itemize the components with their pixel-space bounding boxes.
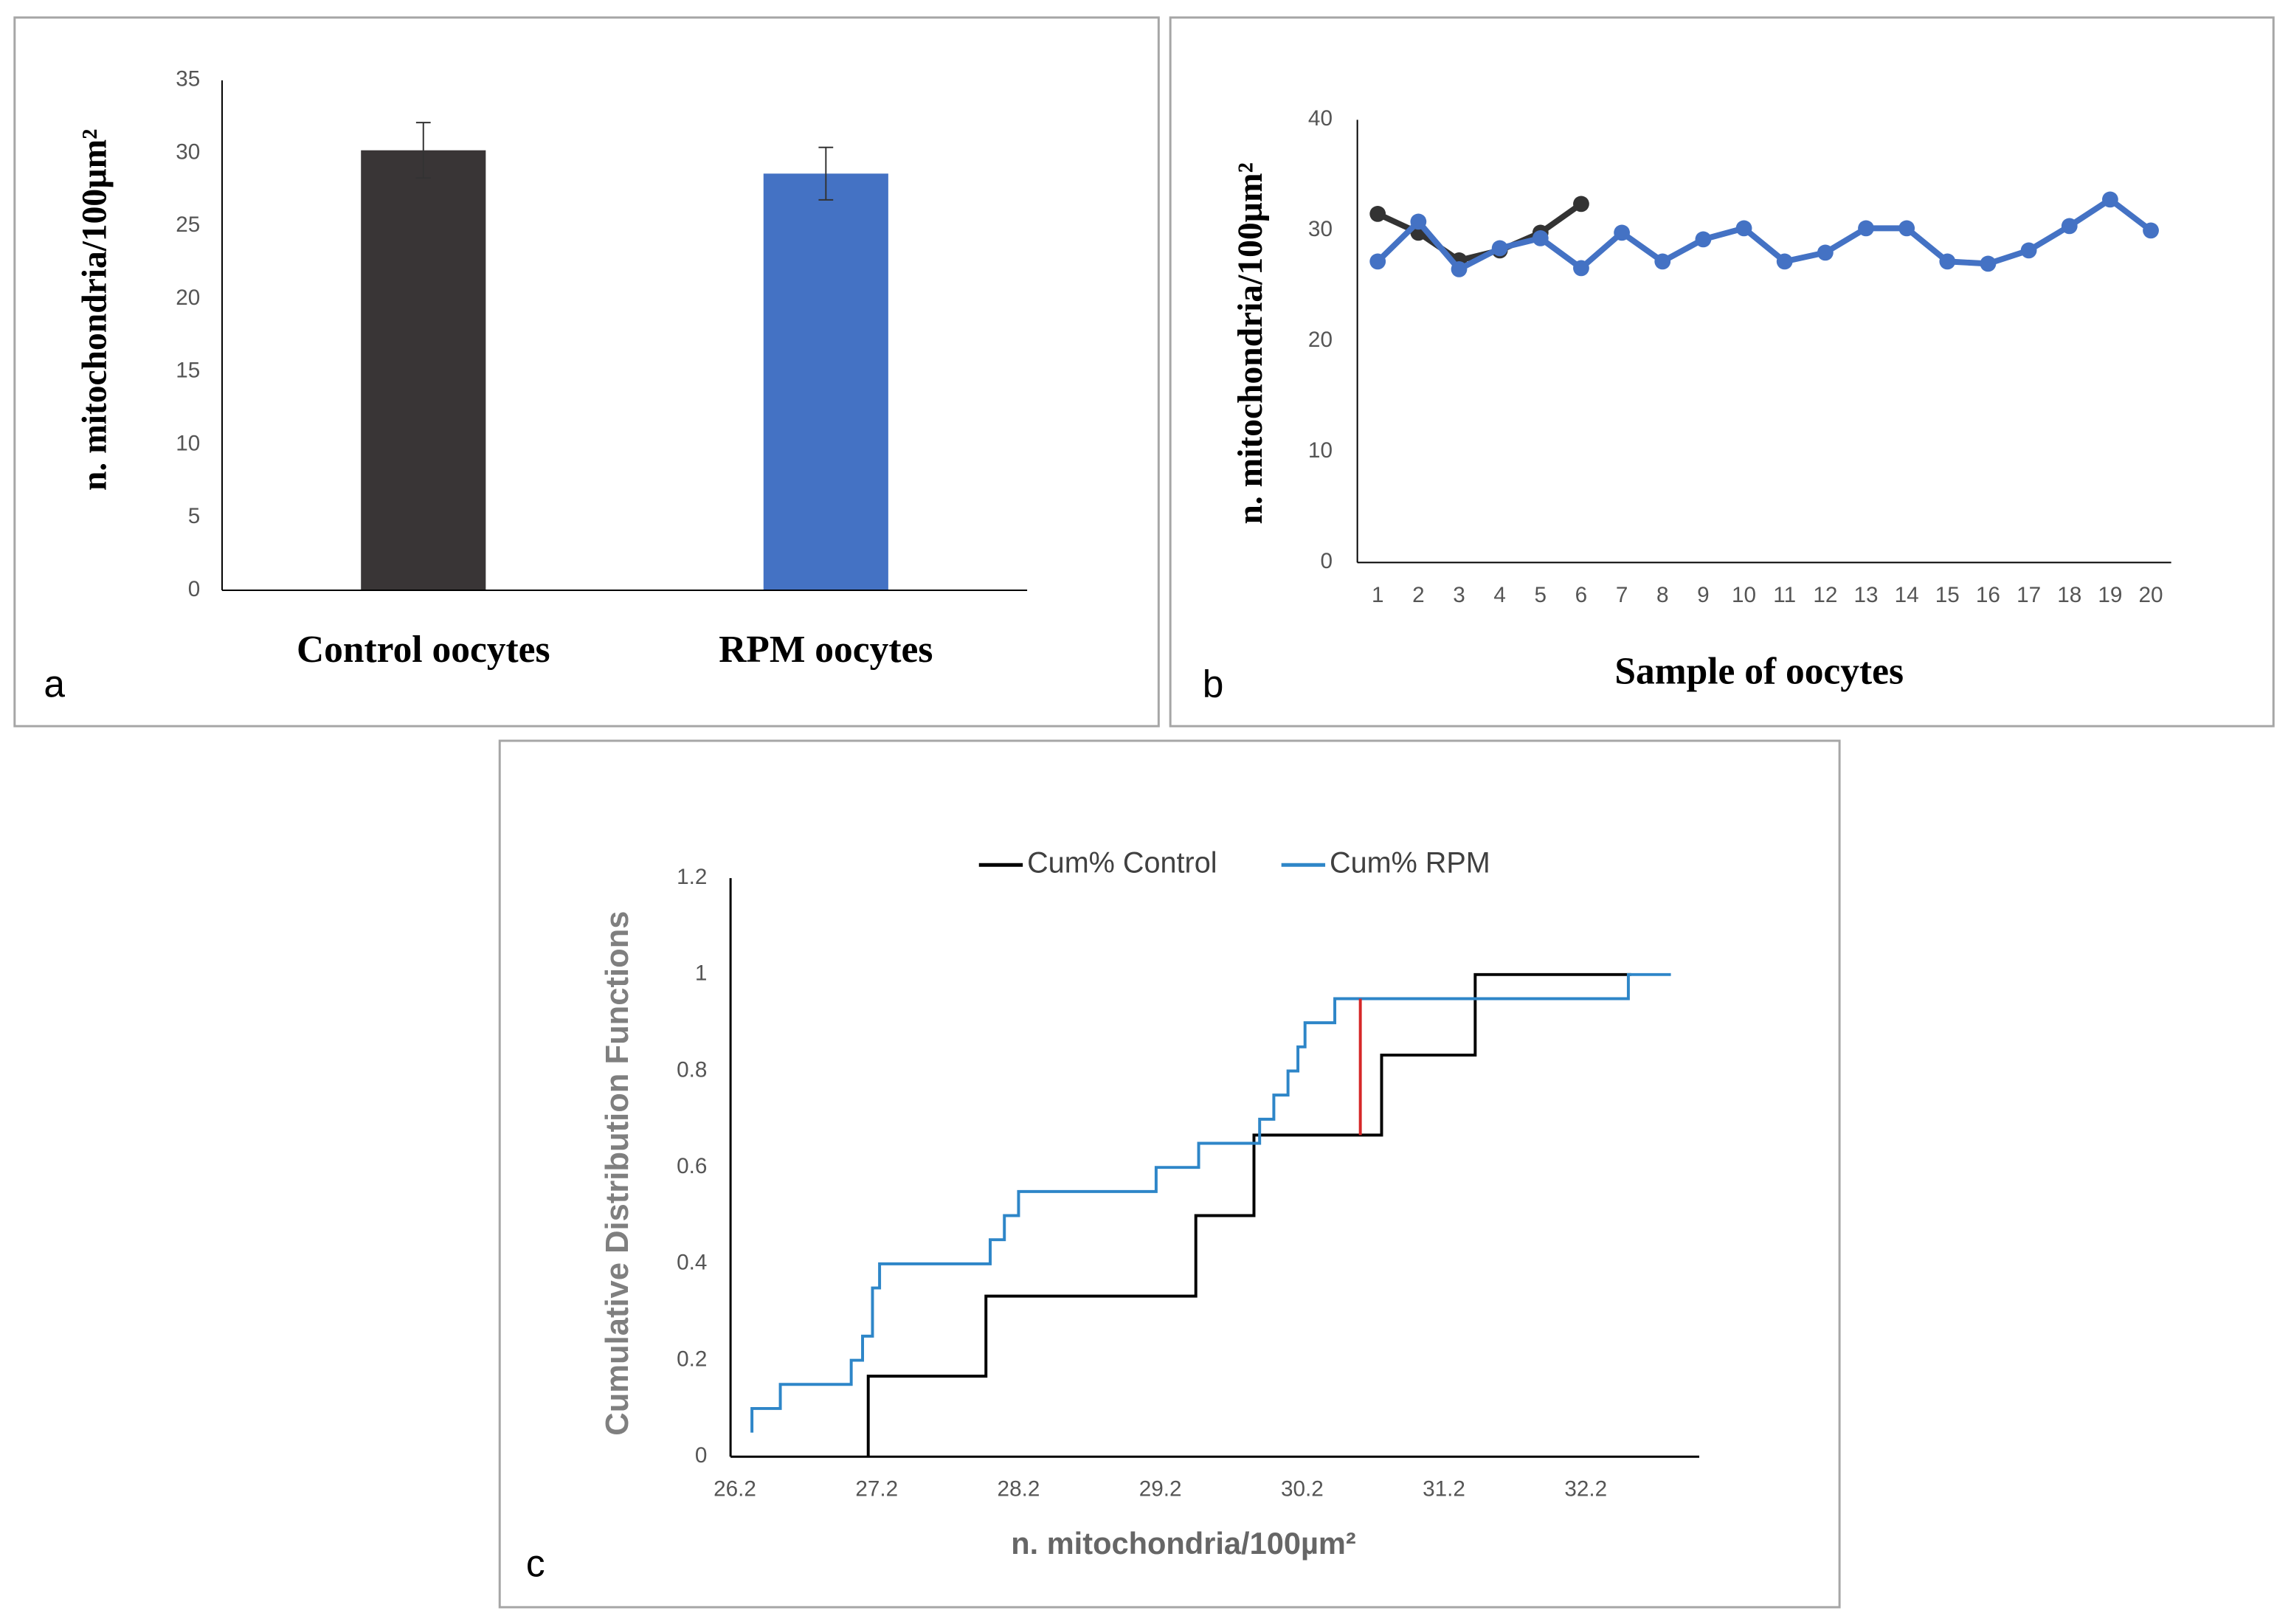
panel-label: a [44,662,65,705]
x-tick-label: 26.2 [713,1477,756,1502]
point [1369,253,1386,270]
x-tick-label: 12 [1813,583,1837,607]
panel-label: b [1203,662,1224,705]
point [2020,242,2037,259]
y-tick-label: 0.6 [677,1154,707,1178]
x-tick-label: 8 [1656,583,1669,607]
y-tick-label: 20 [1308,328,1333,352]
x-tick-label: 19 [2098,583,2122,607]
y-axis-title: n. mitochondria/100µm² [76,129,114,491]
x-tick-label: 30.2 [1281,1477,1324,1502]
series-line [1375,196,2153,272]
x-tick-label: 27.2 [855,1477,898,1502]
x-tick-label: 17 [2017,583,2041,607]
point [1898,220,1915,237]
y-tick-label: 25 [176,212,200,237]
x-tick-label: 13 [1853,583,1878,607]
x-tick-label: 11 [1773,583,1796,607]
point [1735,220,1752,237]
y-tick-label: 0.2 [677,1347,707,1371]
x-tick-label: 7 [1616,583,1628,607]
y-axis-title: n. mitochondria/100µm² [1231,162,1270,524]
point [1980,255,1997,272]
x-axis-title: n. mitochondria/100µm² [1011,1526,1356,1561]
point [1369,205,1386,222]
y-tick-label: 1 [695,961,708,986]
x-tick-label: 4 [1493,583,1506,607]
point [1410,213,1427,230]
legend-label: Cum% RPM [1330,847,1490,880]
point [1776,253,1793,270]
point [2102,191,2118,208]
y-tick-label: 15 [176,359,200,383]
y-tick-label: 1.2 [677,865,707,889]
point [1654,253,1671,270]
panel-frame [498,739,1841,1609]
x-tick-label: 10 [1732,583,1756,607]
x-tick-label: 9 [1697,583,1710,607]
y-tick-label: 0 [1320,549,1333,573]
y-tick-label: 10 [1308,438,1333,463]
point [1614,224,1630,241]
x-tick-label: Control oocytes [297,629,550,671]
point [1573,196,1589,212]
y-tick-label: 30 [1308,217,1333,241]
y-tick-label: 0.8 [677,1057,707,1082]
point [1817,244,1834,261]
cdf-line [866,972,1631,1457]
panel-frame [1169,16,2275,728]
x-tick-label: 5 [1535,583,1547,607]
point [2143,222,2159,239]
y-tick-label: 5 [188,504,201,528]
legend-label: Cum% Control [1027,847,1217,880]
y-tick-label: 30 [176,139,200,164]
point [1939,253,1956,270]
x-tick-label: 32.2 [1564,1477,1607,1502]
x-tick-label: 6 [1575,583,1588,607]
bar [361,150,486,591]
y-tick-label: 20 [176,286,200,310]
y-tick-label: 0 [695,1443,708,1468]
panel-frame [13,16,1160,728]
x-tick-label: 28.2 [998,1477,1040,1502]
x-tick-label: 3 [1453,583,1465,607]
y-tick-label: 0 [188,577,201,601]
point [1573,260,1589,277]
y-axis-title: Cumulative Distribution Functions [600,911,635,1435]
point [1491,240,1508,257]
x-tick-label: 15 [1935,583,1960,607]
x-tick-label: 20 [2139,583,2163,607]
point [1532,229,1549,246]
y-tick-label: 10 [176,431,200,455]
y-tick-label: 40 [1308,106,1333,131]
panel-label: c [526,1541,545,1584]
x-axis-title: Sample of oocytes [1614,651,1904,693]
point [2061,218,2078,235]
x-tick-label: 29.2 [1139,1477,1182,1502]
point [1858,220,1874,237]
x-tick-label: 2 [1412,583,1425,607]
bar [763,173,888,591]
cdf-line [750,972,1671,1433]
y-tick-label: 35 [176,67,200,91]
x-tick-label: 31.2 [1423,1477,1465,1502]
point [1695,231,1712,248]
x-tick-label: 14 [1895,583,1919,607]
x-tick-label: RPM oocytes [719,629,933,671]
y-tick-label: 0.4 [677,1251,707,1275]
x-tick-label: 16 [1976,583,2000,607]
x-tick-label: 1 [1372,583,1384,607]
point [1451,260,1468,277]
x-tick-label: 18 [2057,583,2081,607]
